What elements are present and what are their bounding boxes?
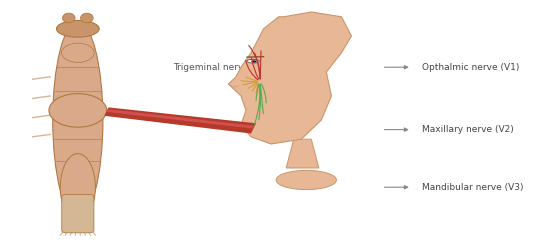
Polygon shape [106, 109, 254, 129]
Ellipse shape [53, 22, 103, 218]
Ellipse shape [247, 59, 259, 63]
Text: Opthalmic nerve (V1): Opthalmic nerve (V1) [422, 63, 519, 72]
Ellipse shape [56, 20, 99, 37]
Ellipse shape [49, 94, 107, 127]
Polygon shape [228, 12, 351, 144]
Polygon shape [286, 139, 319, 168]
Ellipse shape [62, 43, 94, 62]
Ellipse shape [60, 154, 96, 221]
Polygon shape [104, 107, 256, 133]
Text: Mandibular nerve (V3): Mandibular nerve (V3) [422, 183, 523, 192]
Ellipse shape [276, 170, 336, 190]
Ellipse shape [62, 13, 75, 23]
Text: Trigeminal nerve (V): Trigeminal nerve (V) [173, 63, 265, 72]
Ellipse shape [81, 13, 93, 23]
Ellipse shape [318, 82, 329, 93]
Text: Maxillary nerve (V2): Maxillary nerve (V2) [422, 125, 513, 134]
Ellipse shape [251, 60, 257, 63]
FancyBboxPatch shape [62, 194, 94, 233]
